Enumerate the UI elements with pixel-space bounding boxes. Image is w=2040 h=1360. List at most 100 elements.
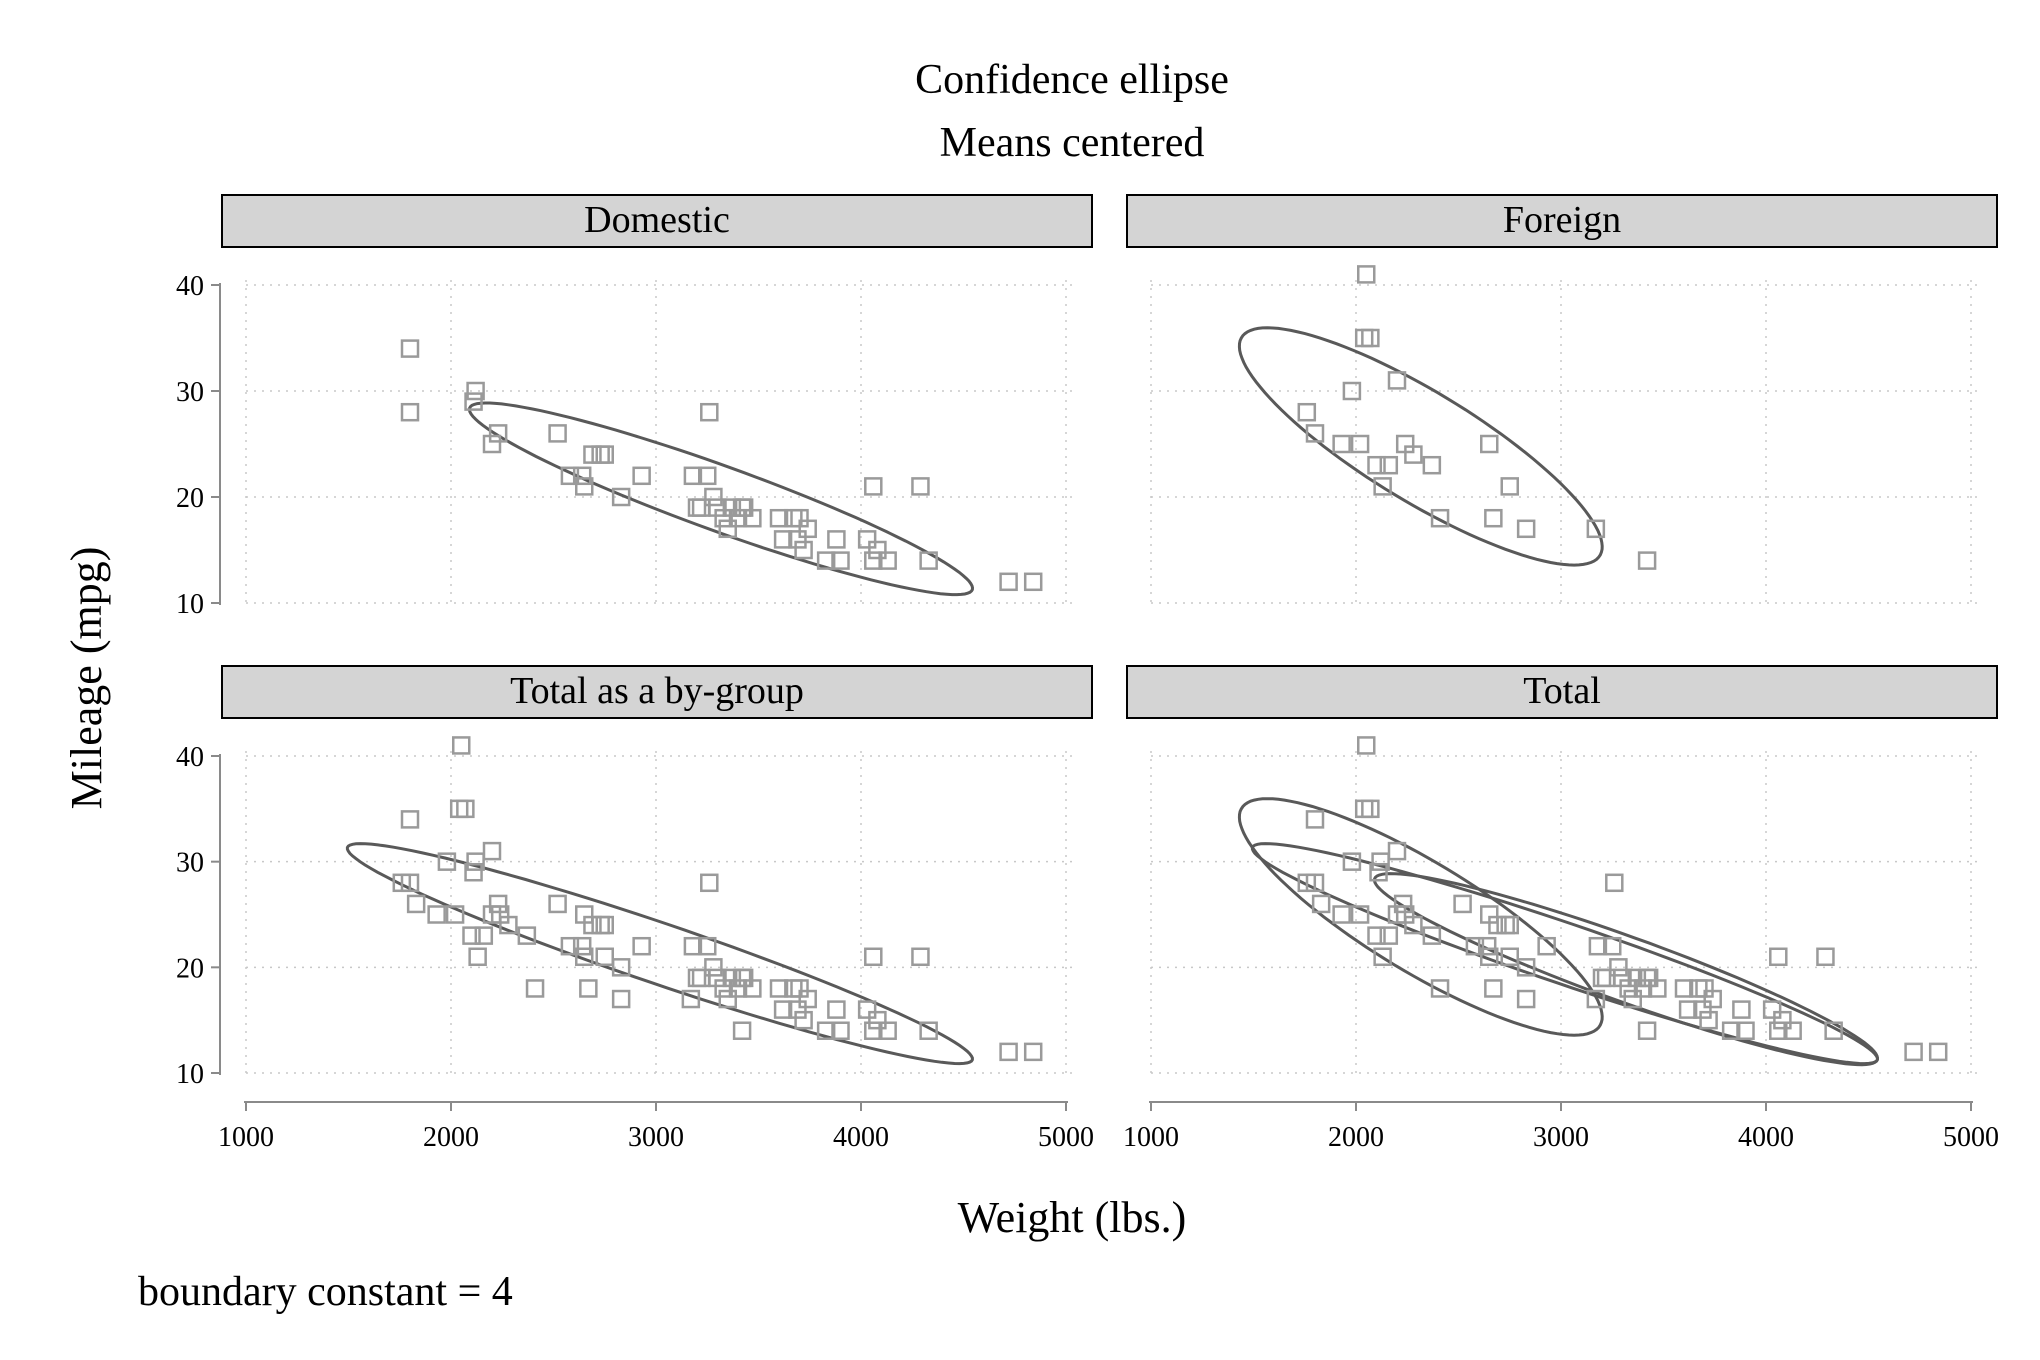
data-point	[1648, 979, 1667, 998]
data-point	[437, 852, 457, 871]
data-point	[1311, 894, 1331, 914]
panel-strip-label: Foreign	[1503, 199, 1621, 241]
data-point	[708, 968, 727, 988]
data-point	[464, 392, 483, 411]
data-point	[1379, 926, 1399, 945]
x-tick-label: 1000	[218, 1122, 274, 1153]
data-point	[525, 979, 545, 998]
data-point	[517, 926, 537, 945]
data-point	[499, 915, 518, 935]
data-point	[548, 894, 567, 914]
data-point	[1393, 894, 1413, 914]
panel-foreign: Foreign	[1126, 194, 1998, 608]
data-point	[427, 905, 446, 924]
data-point	[728, 979, 748, 998]
data-point	[632, 936, 651, 956]
data-point	[1516, 958, 1536, 977]
data-point	[1023, 572, 1043, 592]
data-point	[816, 1021, 836, 1040]
data-point	[1500, 947, 1519, 967]
data-point	[878, 1021, 897, 1040]
data-point	[681, 989, 701, 1009]
data-point	[911, 477, 930, 496]
x-tick-label: 2000	[1328, 1122, 1384, 1153]
data-point	[1361, 799, 1380, 819]
panel-strip	[1126, 665, 1998, 719]
data-point	[1332, 905, 1351, 924]
x-tick-label: 4000	[1738, 1122, 1794, 1153]
data-point	[1354, 799, 1374, 819]
data-point	[698, 466, 717, 486]
y-tick-label: 20	[176, 483, 204, 514]
data-point	[1588, 936, 1608, 956]
data-point	[1699, 1010, 1718, 1030]
data-point	[400, 339, 420, 358]
data-point	[1928, 1042, 1948, 1062]
y-tick-label: 10	[176, 589, 204, 620]
data-point	[722, 968, 742, 988]
data-point	[1023, 1042, 1043, 1062]
data-point	[1537, 936, 1556, 956]
data-point	[919, 551, 938, 570]
data-point	[1500, 477, 1519, 496]
data-point	[827, 530, 846, 549]
data-point	[1703, 989, 1722, 1009]
data-point	[864, 1021, 883, 1040]
data-point	[1592, 968, 1612, 988]
data-point	[1637, 1021, 1657, 1040]
data-point	[1453, 894, 1472, 914]
data-point	[1367, 926, 1386, 945]
data-point	[579, 979, 598, 998]
data-point	[1609, 958, 1628, 977]
data-point	[1516, 989, 1536, 1009]
data-point	[1769, 947, 1788, 967]
x-tick-label: 5000	[1943, 1122, 1999, 1153]
data-point	[1387, 841, 1407, 861]
data-point	[400, 873, 420, 893]
data-point	[400, 810, 420, 829]
data-point	[1357, 265, 1376, 284]
panel-total-as-a-by-group: Total as a by-group 10 20 30 40 1000 2000 3000 4…	[176, 665, 1094, 1153]
y-tick-label: 40	[176, 271, 204, 302]
data-point	[1769, 1021, 1788, 1040]
data-point	[732, 1021, 752, 1040]
data-point	[1586, 519, 1606, 539]
x-tick-label: 1000	[1123, 1122, 1179, 1153]
data-point	[700, 873, 719, 893]
data-point	[1379, 455, 1399, 475]
x-tick-label: 5000	[1038, 1122, 1094, 1153]
data-point	[698, 936, 717, 956]
y-tick-label: 30	[176, 377, 204, 408]
data-point	[816, 551, 836, 570]
y-tick-label: 30	[176, 848, 204, 879]
data-point	[1350, 905, 1370, 924]
data-point	[1678, 1000, 1698, 1019]
data-point	[1736, 1021, 1755, 1040]
data-point	[798, 519, 817, 539]
data-point	[464, 862, 483, 882]
data-point	[1773, 1010, 1792, 1030]
data-point	[1367, 455, 1386, 475]
panel-strip-label: Total as a by-group	[510, 670, 804, 712]
data-point	[1627, 968, 1647, 988]
data-point	[868, 1010, 887, 1030]
data-point	[632, 466, 651, 486]
data-point	[1477, 936, 1497, 956]
data-point	[794, 540, 813, 560]
data-point	[466, 852, 485, 871]
data-point	[1516, 519, 1536, 539]
y-tick-label: 10	[176, 1059, 204, 1090]
data-point	[1430, 508, 1450, 528]
data-point	[718, 519, 737, 539]
data-point	[919, 1021, 938, 1040]
data-point	[462, 926, 481, 945]
data-point	[687, 968, 707, 988]
data-point	[575, 477, 594, 496]
data-point	[857, 1000, 877, 1019]
x-tick-label: 3000	[1533, 1122, 1589, 1153]
data-point	[722, 498, 742, 517]
data-point	[1305, 873, 1325, 893]
data-point	[704, 487, 723, 507]
data-point	[595, 947, 614, 967]
